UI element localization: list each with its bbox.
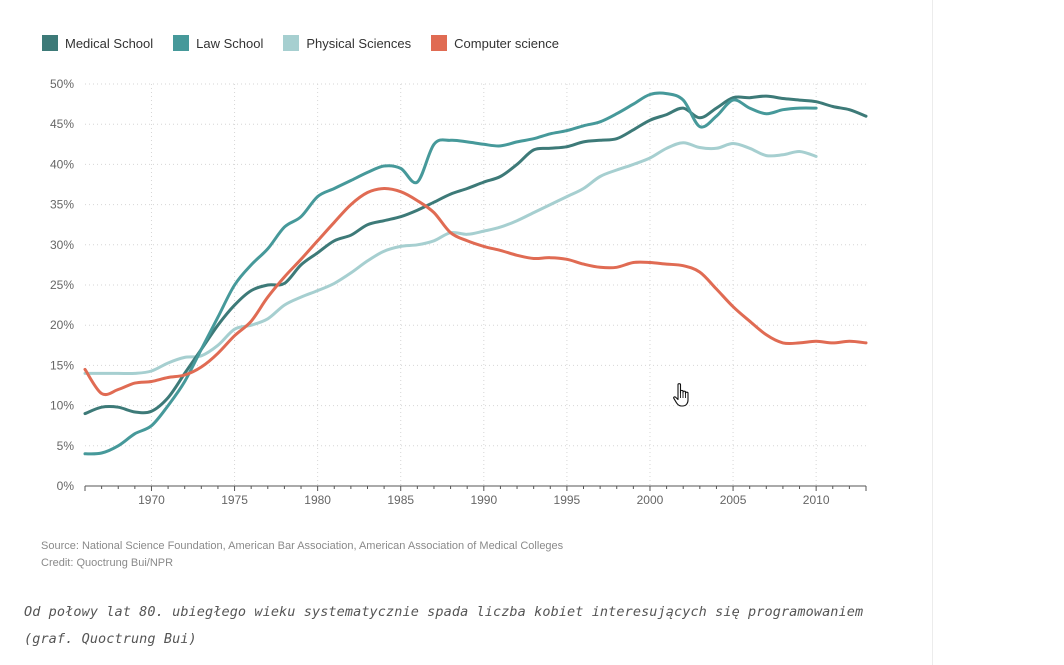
x-tick-label: 2010 xyxy=(803,493,830,507)
y-tick-label: 15% xyxy=(50,358,74,372)
hand-cursor-icon xyxy=(673,383,689,407)
x-tick-label: 2000 xyxy=(637,493,664,507)
x-tick-label: 1995 xyxy=(554,493,581,507)
caption-line-2: (graf. Quoctrung Bui) xyxy=(24,631,197,647)
legend-swatch-computer-science xyxy=(431,35,448,51)
y-tick-label: 25% xyxy=(50,278,74,292)
article-caption: Od połowy lat 80. ubiegłego wieku system… xyxy=(24,599,914,653)
page-divider xyxy=(932,0,933,665)
y-tick-label: 5% xyxy=(57,439,75,453)
y-tick-label: 45% xyxy=(50,117,74,131)
series-line-law-school xyxy=(83,91,818,456)
legend-label-medical-school: Medical School xyxy=(65,35,154,51)
x-tick-label: 1975 xyxy=(221,493,248,507)
series-line-computer-science xyxy=(83,186,868,397)
y-tick-label: 50% xyxy=(50,77,74,91)
legend-label-physical-sciences: Physical Sciences xyxy=(306,35,412,51)
legend-swatch-medical-school xyxy=(42,35,58,51)
source-text: Source: National Science Foundation, Ame… xyxy=(41,540,564,552)
x-tick-label: 2005 xyxy=(720,493,747,507)
legend-swatch-law-school xyxy=(173,35,190,51)
y-tick-label: 30% xyxy=(50,238,74,252)
chart-legend: Medical School Law School Physical Scien… xyxy=(42,35,579,51)
line-chart: 0% 5% 10% 15% 20% 25% 30% 35% 40% 45% 50% 1970 1975 1… xyxy=(50,77,868,507)
y-tick-label: 0% xyxy=(57,479,75,493)
legend-item-law-school: Law School xyxy=(173,35,263,51)
caption-line-1: Od połowy lat 80. ubiegłego wieku system… xyxy=(24,604,864,620)
legend-item-computer-science: Computer science xyxy=(431,35,559,51)
y-tick-label: 20% xyxy=(50,318,74,332)
legend-item-medical-school: Medical School xyxy=(42,35,153,51)
y-tick-label: 35% xyxy=(50,198,74,212)
y-tick-label: 10% xyxy=(50,399,74,413)
x-tick-label: 1990 xyxy=(470,493,497,507)
x-tick-label: 1970 xyxy=(138,493,165,507)
legend-label-law-school: Law School xyxy=(196,35,264,51)
x-tick-label: 1985 xyxy=(387,493,414,507)
legend-item-physical-sciences: Physical Sciences xyxy=(283,35,411,51)
credit-text: Credit: Quoctrung Bui/NPR xyxy=(41,557,174,569)
series-line-medical-school xyxy=(83,94,868,416)
chart-source: Source: National Science Foundation, Ame… xyxy=(41,538,563,572)
legend-swatch-physical-sciences xyxy=(283,35,300,51)
y-tick-label: 40% xyxy=(50,157,74,171)
series-line-physical-sciences xyxy=(83,141,818,376)
x-tick-label: 1980 xyxy=(304,493,331,507)
legend-label-computer-science: Computer science xyxy=(454,35,559,51)
